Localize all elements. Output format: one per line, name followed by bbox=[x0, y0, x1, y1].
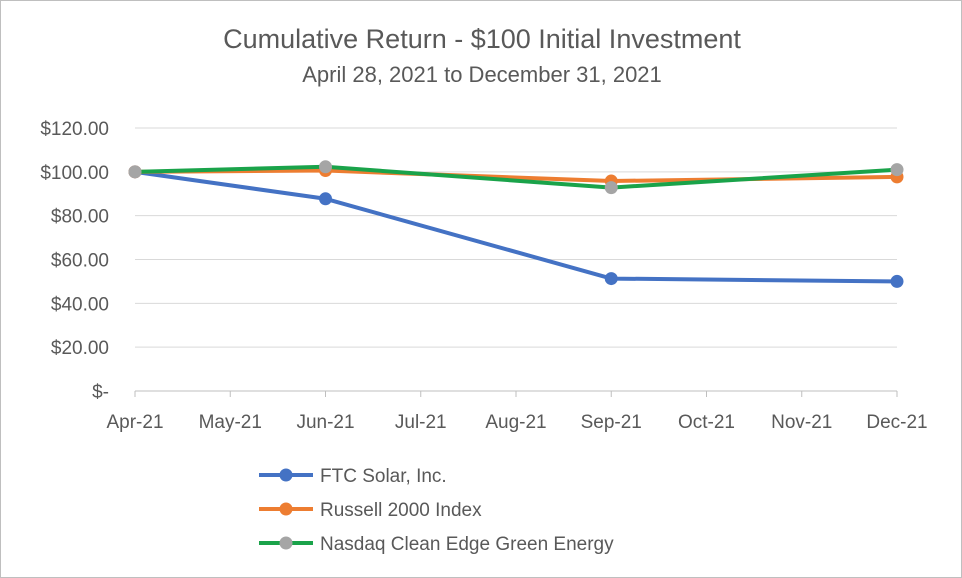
data-point-marker bbox=[604, 272, 618, 286]
x-tick-label: Dec-21 bbox=[866, 412, 927, 433]
data-point-marker bbox=[128, 165, 142, 179]
y-tick-label: $80.00 bbox=[51, 207, 109, 228]
series-line-0 bbox=[133, 169, 899, 284]
data-point-marker bbox=[890, 274, 904, 288]
legend-label: Nasdaq Clean Edge Green Energy bbox=[320, 534, 614, 555]
data-point-marker bbox=[319, 192, 332, 206]
data-point-marker bbox=[604, 181, 618, 195]
data-point-marker bbox=[890, 163, 904, 177]
x-tick-label: Jul-21 bbox=[395, 412, 447, 433]
x-tick-label: Aug-21 bbox=[485, 412, 546, 433]
chart-subtitle: April 28, 2021 to December 31, 2021 bbox=[302, 62, 662, 87]
x-tick-label: Jun-21 bbox=[296, 412, 354, 433]
legend-marker bbox=[279, 502, 293, 516]
data-point-marker bbox=[319, 160, 332, 174]
series-line-2 bbox=[133, 164, 899, 190]
y-tick-label: $40.00 bbox=[51, 294, 109, 315]
chart-title: Cumulative Return - $100 Initial Investm… bbox=[223, 24, 741, 54]
gridlines bbox=[135, 127, 897, 348]
x-tick-label: Oct-21 bbox=[678, 412, 735, 433]
y-tick-label: $20.00 bbox=[51, 338, 109, 359]
legend-marker bbox=[279, 536, 293, 550]
series-group bbox=[128, 160, 904, 288]
y-tick-label: $100.00 bbox=[40, 163, 109, 184]
legend-label: Russell 2000 Index bbox=[320, 500, 482, 521]
axes: $- $20.00 $40.00 $60.00 $80.00 $100.00 $120.00… bbox=[40, 119, 927, 433]
x-tick-label: Apr-21 bbox=[106, 412, 163, 433]
y-tick-label: $120.00 bbox=[40, 119, 109, 140]
legend: FTC Solar, Inc. Russell 2000 Index Nasdaq … bbox=[259, 466, 614, 555]
legend-marker bbox=[279, 468, 293, 482]
legend-label: FTC Solar, Inc. bbox=[320, 466, 447, 487]
x-tick-label: Sep-21 bbox=[581, 412, 642, 433]
y-tick-label: $- bbox=[92, 382, 109, 403]
x-tick-label: May-21 bbox=[199, 412, 262, 433]
y-tick-label: $60.00 bbox=[51, 251, 109, 272]
x-tick-label: Nov-21 bbox=[771, 412, 832, 433]
